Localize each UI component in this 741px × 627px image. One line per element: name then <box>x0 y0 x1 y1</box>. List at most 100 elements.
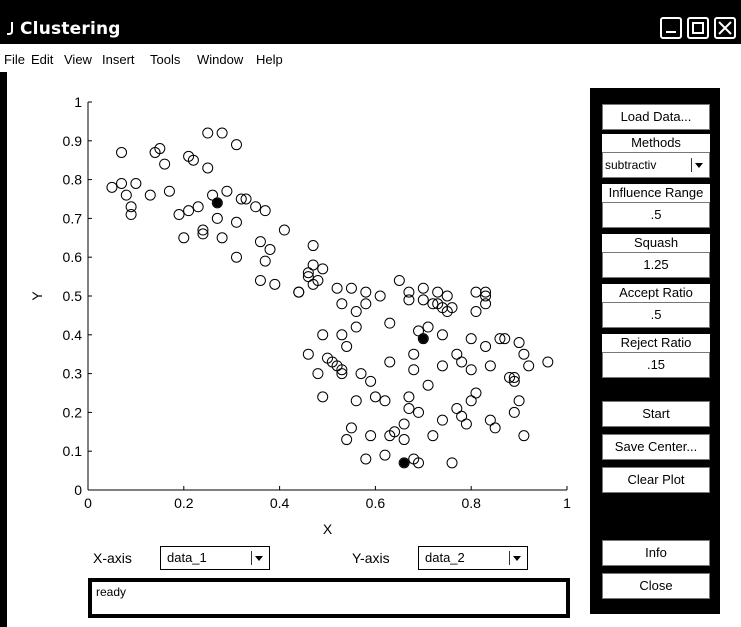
menu-bar: File Edit View Insert Tools Window Help <box>0 44 741 72</box>
data-point <box>278 224 290 236</box>
data-point <box>240 193 252 205</box>
data-point <box>393 274 405 286</box>
cluster-center <box>212 198 222 208</box>
clear-plot-button[interactable]: Clear Plot <box>602 467 710 493</box>
data-point <box>269 278 281 290</box>
y-axis-select[interactable]: data_2 <box>418 546 528 570</box>
data-point <box>465 333 477 345</box>
x-axis-select[interactable]: data_1 <box>160 546 270 570</box>
data-point <box>403 391 415 403</box>
minimize-icon <box>666 31 676 33</box>
data-point <box>360 286 372 298</box>
data-point <box>369 391 381 403</box>
data-point <box>417 282 429 294</box>
data-point <box>398 457 410 469</box>
data-point <box>398 434 410 446</box>
data-point <box>518 430 530 442</box>
data-point <box>336 329 348 341</box>
menu-insert[interactable]: Insert <box>102 52 135 67</box>
y-tick-label: 1 <box>74 94 82 110</box>
menu-edit[interactable]: Edit <box>31 52 54 67</box>
y-tick-label: 0.9 <box>63 133 83 149</box>
data-point <box>513 337 525 349</box>
data-point <box>125 209 137 221</box>
data-point <box>480 290 492 302</box>
data-point <box>379 449 391 461</box>
data-point <box>307 259 319 271</box>
data-point <box>465 364 477 376</box>
maximize-button[interactable] <box>687 17 709 39</box>
data-point <box>345 422 357 434</box>
data-point <box>221 185 233 197</box>
chevron-down-icon <box>691 158 706 172</box>
reject-ratio-input[interactable]: .15 <box>602 352 710 378</box>
data-point <box>436 414 448 426</box>
data-point <box>384 317 396 329</box>
close-icon <box>718 21 732 35</box>
data-point <box>413 406 425 418</box>
menu-view[interactable]: View <box>64 52 92 67</box>
data-point <box>159 158 171 170</box>
y-tick-label: 0.8 <box>63 172 83 188</box>
close-app-button[interactable]: Close <box>602 573 710 599</box>
data-point <box>144 189 156 201</box>
data-point <box>173 209 185 221</box>
influence-range-input[interactable]: .5 <box>602 202 710 228</box>
data-point <box>403 403 415 415</box>
data-point <box>360 453 372 465</box>
y-tick-label: 0.1 <box>63 443 83 459</box>
data-point <box>264 243 276 255</box>
menu-file[interactable]: File <box>4 52 25 67</box>
squash-input[interactable]: 1.25 <box>602 252 710 278</box>
data-point <box>513 395 525 407</box>
data-point <box>307 240 319 252</box>
data-point <box>542 356 554 368</box>
data-point <box>250 201 262 213</box>
data-point <box>484 414 496 426</box>
data-point <box>302 271 314 283</box>
save-center-button[interactable]: Save Center... <box>602 434 710 460</box>
data-point <box>451 403 463 415</box>
info-button[interactable]: Info <box>602 540 710 566</box>
data-point <box>312 274 324 286</box>
data-point <box>427 298 439 310</box>
data-point <box>480 286 492 298</box>
accept-ratio-input[interactable]: .5 <box>602 302 710 328</box>
data-point <box>197 224 209 236</box>
data-point <box>183 205 195 217</box>
menu-help[interactable]: Help <box>256 52 283 67</box>
y-tick-label: 0.4 <box>63 327 83 343</box>
methods-select[interactable]: subtractiv <box>602 152 710 178</box>
data-point <box>508 371 520 383</box>
load-data-button[interactable]: Load Data... <box>602 104 710 130</box>
data-point <box>432 286 444 298</box>
data-point <box>365 430 377 442</box>
menu-tools[interactable]: Tools <box>150 52 181 67</box>
data-point <box>518 348 530 360</box>
start-button[interactable]: Start <box>602 401 710 427</box>
data-point <box>470 286 482 298</box>
menu-window[interactable]: Window <box>197 52 244 67</box>
data-point <box>211 212 223 224</box>
close-button[interactable] <box>714 17 736 39</box>
data-point <box>235 193 247 205</box>
cluster-center <box>399 458 409 468</box>
data-point <box>403 294 415 306</box>
data-point <box>116 146 128 158</box>
chevron-down-icon <box>251 551 266 565</box>
data-point <box>508 375 520 387</box>
data-point <box>379 395 391 407</box>
data-point <box>460 418 472 430</box>
data-point <box>350 395 362 407</box>
data-point <box>417 294 429 306</box>
data-point <box>436 329 448 341</box>
data-point <box>499 333 511 345</box>
data-point <box>317 391 329 403</box>
x-axis-value: data_1 <box>167 550 207 565</box>
window-title: Clustering <box>20 19 121 39</box>
data-point <box>207 189 219 201</box>
data-point <box>178 232 190 244</box>
data-point <box>470 387 482 399</box>
title-bar[interactable]: Clustering <box>0 0 741 44</box>
minimize-button[interactable] <box>660 17 682 39</box>
